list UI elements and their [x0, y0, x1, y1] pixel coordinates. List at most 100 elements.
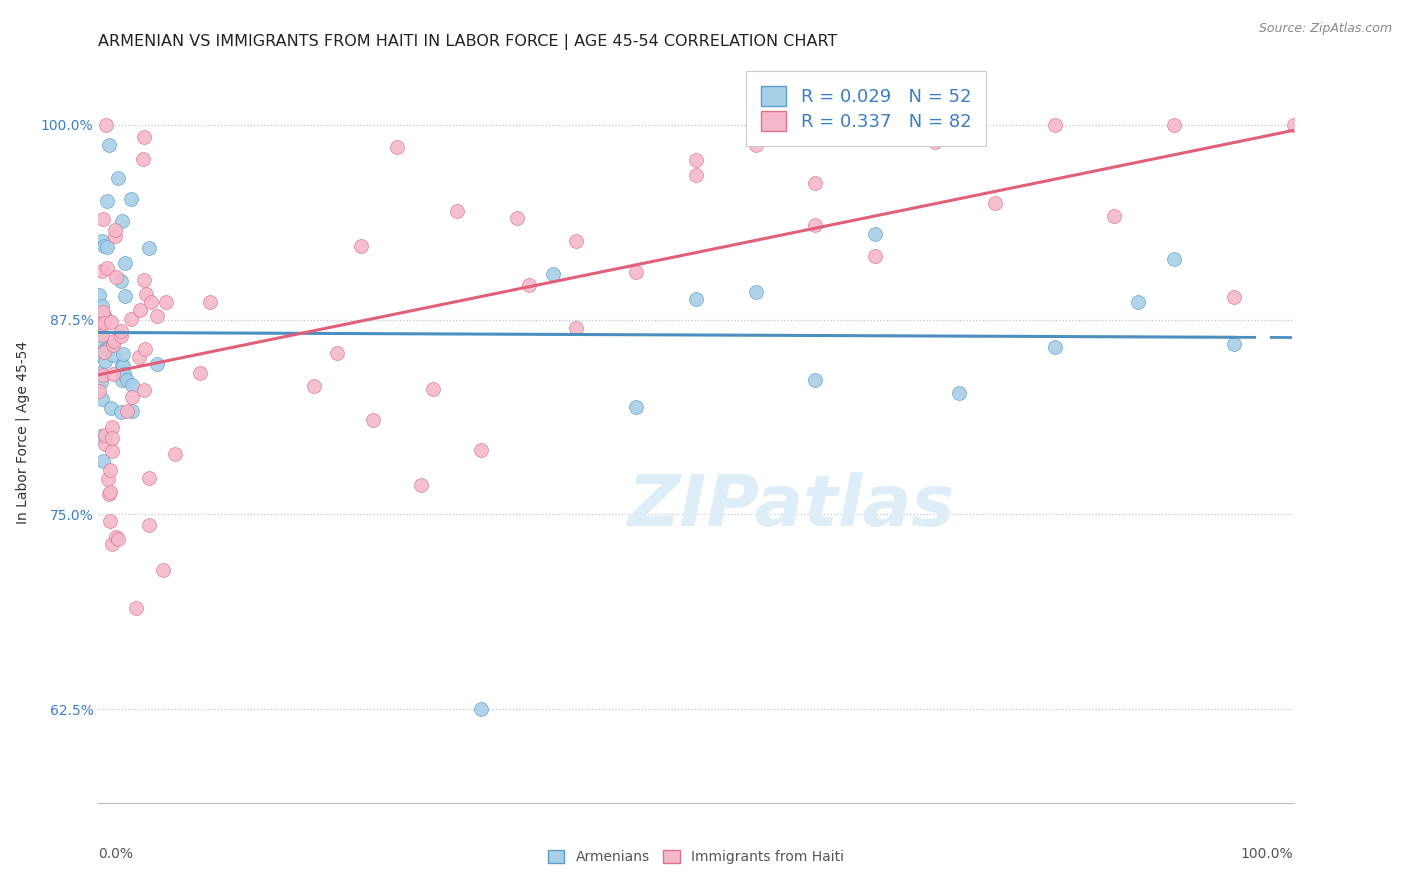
Point — [138, 518, 160, 533]
Point — [90, 234, 112, 248]
Point — [446, 204, 468, 219]
Point — [138, 470, 160, 484]
Point — [96, 194, 118, 209]
Point — [93, 239, 115, 253]
Point — [91, 327, 114, 342]
Point — [107, 171, 129, 186]
Point — [93, 453, 115, 467]
Point — [385, 139, 409, 153]
Point — [565, 235, 588, 249]
Point — [93, 437, 115, 451]
Point — [121, 390, 143, 404]
Point — [91, 211, 114, 226]
Point — [104, 229, 127, 244]
Point — [87, 384, 110, 398]
Point — [1163, 252, 1185, 267]
Point — [132, 273, 155, 287]
Point — [685, 153, 707, 168]
Point — [111, 366, 134, 380]
Point — [363, 413, 385, 427]
Point — [100, 401, 122, 416]
Point — [104, 223, 127, 237]
Point — [114, 256, 136, 270]
Point — [470, 702, 492, 716]
Point — [87, 347, 110, 361]
Point — [138, 241, 160, 255]
Point — [103, 348, 125, 362]
Point — [89, 375, 111, 389]
Point — [121, 404, 143, 418]
Point — [97, 471, 120, 485]
Point — [626, 265, 648, 279]
Point — [134, 342, 156, 356]
Point — [90, 309, 112, 323]
Point — [93, 344, 115, 359]
Point — [132, 153, 155, 167]
Point — [1223, 337, 1246, 351]
Point — [107, 532, 129, 546]
Point — [804, 218, 827, 232]
Point — [984, 196, 1007, 211]
Point — [565, 320, 588, 334]
Text: ZIPatlas: ZIPatlas — [628, 472, 955, 541]
Point — [120, 192, 142, 206]
Point — [114, 289, 136, 303]
Point — [87, 316, 110, 330]
Point — [111, 214, 134, 228]
Point — [152, 563, 174, 577]
Point — [90, 264, 112, 278]
Point — [91, 368, 114, 382]
Point — [91, 392, 114, 406]
Point — [200, 294, 222, 309]
Point — [804, 373, 827, 387]
Point — [517, 278, 540, 293]
Point — [96, 239, 118, 253]
Point — [110, 275, 132, 289]
Point — [96, 341, 118, 355]
Point — [1104, 209, 1126, 223]
Point — [96, 342, 118, 356]
Point — [112, 368, 135, 382]
Text: 100.0%: 100.0% — [1241, 847, 1294, 861]
Point — [470, 442, 492, 457]
Point — [117, 373, 139, 387]
Point — [97, 487, 120, 501]
Point — [89, 288, 111, 302]
Text: Source: ZipAtlas.com: Source: ZipAtlas.com — [1258, 22, 1392, 36]
Point — [110, 324, 132, 338]
Point — [90, 428, 112, 442]
Point — [98, 514, 121, 528]
Point — [865, 227, 887, 242]
Point — [110, 329, 132, 343]
Point — [111, 373, 134, 387]
Point — [105, 270, 128, 285]
Point — [103, 367, 125, 381]
Point — [111, 359, 134, 374]
Point — [685, 292, 707, 306]
Point — [90, 334, 112, 349]
Point — [135, 286, 157, 301]
Point — [111, 347, 134, 361]
Point — [132, 130, 155, 145]
Point — [145, 309, 167, 323]
Point — [163, 447, 186, 461]
Point — [155, 295, 177, 310]
Point — [1282, 118, 1305, 132]
Point — [110, 405, 132, 419]
Point — [190, 366, 212, 380]
Point — [93, 427, 115, 442]
Point — [948, 386, 970, 401]
Point — [100, 315, 122, 329]
Point — [745, 138, 768, 153]
Point — [1043, 118, 1066, 132]
Point — [541, 268, 564, 282]
Point — [96, 260, 118, 275]
Point — [506, 211, 529, 226]
Point — [422, 382, 444, 396]
Point — [93, 310, 115, 325]
Point — [302, 378, 325, 392]
Text: ARMENIAN VS IMMIGRANTS FROM HAITI IN LABOR FORCE | AGE 45-54 CORRELATION CHART: ARMENIAN VS IMMIGRANTS FROM HAITI IN LAB… — [98, 34, 838, 50]
Point — [93, 316, 115, 330]
Point — [124, 601, 146, 615]
Point — [105, 530, 128, 544]
